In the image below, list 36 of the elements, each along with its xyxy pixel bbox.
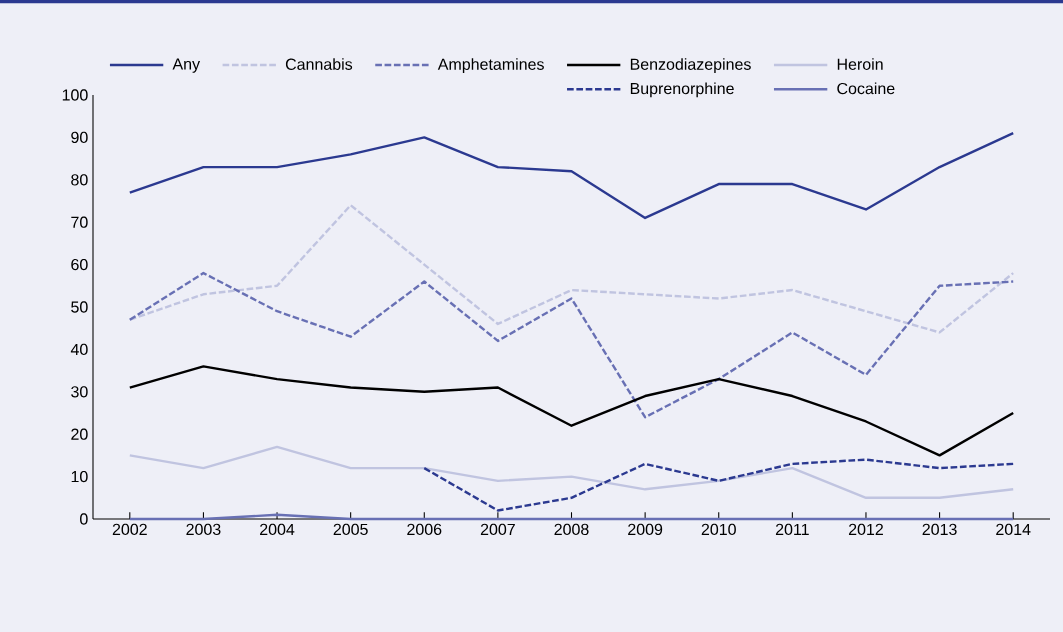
- y-tick-label: 90: [71, 131, 88, 144]
- x-tick-label: 2002: [112, 523, 147, 536]
- legend-label: Cocaine: [837, 82, 895, 95]
- y-tick-label: 20: [71, 428, 88, 440]
- line-series: [128, 271, 1015, 419]
- line-series: [128, 365, 1015, 457]
- legend-label: Amphetamines: [437, 58, 544, 74]
- x-tick-label: 2011: [775, 523, 809, 536]
- y-tick-label: 40: [70, 343, 88, 356]
- x-tick-label: 2007: [480, 523, 515, 536]
- legend-label: Any: [172, 58, 201, 73]
- x-tick-label: 2006: [407, 523, 442, 536]
- legend-label: Buprenorphine: [630, 82, 734, 98]
- legend-label: Cannabis: [285, 58, 353, 70]
- line-series: [423, 458, 1015, 512]
- x-tick-label: 2009: [628, 523, 663, 536]
- y-tick-label: 30: [71, 386, 88, 398]
- y-tick-label: 50: [71, 301, 88, 313]
- x-tick-label: 2013: [922, 523, 957, 536]
- x-tick-label: 2003: [186, 523, 221, 536]
- x-tick-label: 2014: [996, 523, 1031, 536]
- y-tick-label: 10: [71, 470, 88, 483]
- y-tick-label: 0: [80, 513, 88, 525]
- x-tick-label: 2010: [701, 523, 736, 536]
- line-series: [128, 445, 1015, 499]
- legend-label: Heroin: [837, 58, 883, 70]
- y-tick-label: 100: [62, 89, 88, 101]
- legend-label: Benzodiazepines: [630, 58, 751, 74]
- y-tick-label: 60: [71, 258, 88, 271]
- x-tick-label: 2004: [260, 523, 295, 536]
- x-tick-label: 2008: [554, 523, 589, 536]
- y-tick-label: 70: [71, 216, 88, 228]
- x-tick-label: 2005: [333, 523, 368, 536]
- line-series: [128, 131, 1015, 220]
- y-tick-label: 80: [71, 174, 88, 186]
- x-tick-label: 2012: [848, 523, 883, 536]
